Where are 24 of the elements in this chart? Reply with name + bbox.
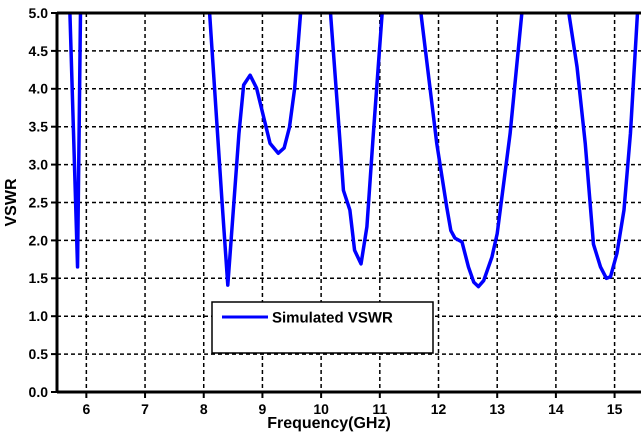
- y-tick-label: 0.0: [28, 384, 48, 400]
- x-tick-label: 8: [200, 401, 208, 417]
- y-tick-label: 4.0: [28, 80, 48, 97]
- x-tick-label: 7: [141, 401, 150, 417]
- y-tick-label: 2.0: [28, 232, 48, 248]
- legend-label: Simulated VSWR: [272, 309, 394, 326]
- x-tick-label: 10: [313, 401, 330, 417]
- y-axis-title: VSWR: [3, 178, 20, 226]
- y-tick-label: 3.0: [28, 156, 48, 172]
- x-tick-label: 11: [372, 401, 388, 417]
- x-tick-label: 12: [430, 401, 447, 417]
- y-tick-label: 5.0: [28, 4, 48, 21]
- y-tick-label: 1.5: [28, 270, 48, 286]
- x-tick-label: 14: [548, 401, 564, 417]
- x-tick-label: 9: [258, 401, 267, 417]
- x-tick-label: 15: [606, 401, 623, 417]
- y-tick-label: 4.5: [28, 42, 48, 59]
- y-tick-label: 3.5: [28, 118, 48, 135]
- y-tick-label: 1.0: [28, 308, 48, 324]
- y-tick-label: 2.5: [28, 194, 48, 210]
- x-tick-label: 6: [82, 401, 90, 417]
- y-tick-label: 0.5: [28, 346, 48, 362]
- x-axis-title: Frequency(GHz): [267, 415, 391, 432]
- x-tick-label: 13: [489, 401, 506, 417]
